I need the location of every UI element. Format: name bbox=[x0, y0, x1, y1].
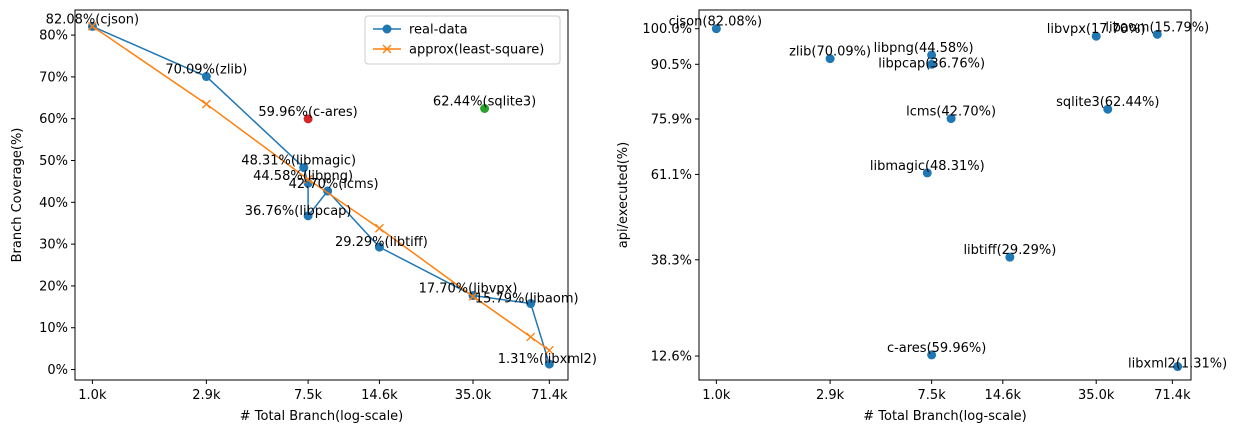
data-label: 82.08%(cjson) bbox=[46, 12, 139, 27]
data-point bbox=[1103, 104, 1113, 114]
chart-branch-coverage: 1.0k 2.9k 7.5k 14.6k 35.0k 71.4k 0% 10% 20% 30% 40… bbox=[10, 9, 597, 424]
x-tick-label: 14.6k bbox=[361, 388, 398, 403]
data-label: 44.58%(libpng) bbox=[253, 169, 353, 184]
y-axis-title: api/executed(%) bbox=[616, 142, 631, 249]
data-label: zlib(70.09%) bbox=[789, 45, 871, 60]
data-label: libtiff(29.29%) bbox=[963, 243, 1056, 258]
y-tick-label: 20% bbox=[39, 279, 68, 294]
data-point bbox=[303, 114, 313, 124]
data-point bbox=[946, 114, 956, 124]
chart-api-executed: 1.0k 2.9k 7.5k 14.6k 35.0k 71.4k 12.6% 38.3% 61.… bbox=[616, 9, 1227, 424]
data-point bbox=[922, 168, 932, 178]
data-point bbox=[1173, 362, 1183, 372]
data-label: libaom(15.79%) bbox=[1105, 20, 1209, 35]
data-label: 36.76%(libpcap) bbox=[245, 204, 352, 219]
y-tick-label: 30% bbox=[39, 238, 68, 253]
data-label: sqlite3(62.44%) bbox=[1056, 95, 1159, 110]
data-point bbox=[201, 72, 211, 82]
y-tick-label: 90.5% bbox=[651, 58, 692, 73]
data-point bbox=[544, 359, 554, 369]
data-point-x-marker bbox=[87, 21, 97, 31]
y-tick-label: 50% bbox=[39, 154, 68, 169]
data-point bbox=[1091, 31, 1101, 41]
y-tick-label: 61.1% bbox=[651, 168, 692, 183]
y-tick-label: 70% bbox=[39, 70, 68, 85]
y-tick-label: 10% bbox=[39, 321, 68, 336]
data-label: lcms(42.70%) bbox=[906, 105, 996, 120]
data-point-x-marker bbox=[526, 332, 536, 342]
data-point bbox=[711, 24, 721, 34]
data-point-x-marker bbox=[303, 174, 313, 184]
y-tick-label: 38.3% bbox=[651, 253, 692, 268]
data-label: libpng(44.58%) bbox=[874, 41, 974, 56]
x-tick-label: 35.0k bbox=[1078, 388, 1115, 403]
x-tick-label: 35.0k bbox=[455, 388, 492, 403]
data-point bbox=[303, 211, 313, 221]
data-point bbox=[927, 50, 937, 60]
data-point-x-marker bbox=[382, 44, 392, 54]
x-axis-title: # Total Branch(log-scale) bbox=[863, 409, 1027, 424]
legend-box bbox=[364, 15, 561, 65]
data-label: cjson(82.08%) bbox=[669, 15, 762, 30]
data-label: 15.79%(libaom) bbox=[475, 292, 579, 307]
data-label: 1.31%(libxml2) bbox=[498, 352, 597, 367]
y-tick-label: 100.0% bbox=[642, 22, 692, 37]
data-point bbox=[382, 24, 392, 34]
x-tick-label: 2.9k bbox=[816, 388, 845, 403]
data-label: c-ares(59.96%) bbox=[887, 341, 986, 356]
data-point-x-marker bbox=[544, 345, 554, 355]
legend-label-approx: approx(least-square) bbox=[409, 43, 544, 58]
data-point-x-marker bbox=[201, 99, 211, 109]
data-point bbox=[374, 242, 384, 252]
x-tick-label: 71.4k bbox=[531, 388, 568, 403]
plot-frame bbox=[698, 9, 1192, 381]
data-point bbox=[927, 350, 937, 360]
data-point bbox=[927, 59, 937, 69]
x-tick-label: 1.0k bbox=[702, 388, 731, 403]
x-tick-label: 7.5k bbox=[918, 388, 947, 403]
data-label: 59.96%(c-ares) bbox=[258, 105, 357, 120]
y-tick-label: 12.6% bbox=[651, 350, 692, 365]
x-axis-title: # Total Branch(log-scale) bbox=[240, 409, 404, 424]
data-point-x-marker bbox=[468, 291, 478, 301]
x-tick-label: 14.6k bbox=[985, 388, 1022, 403]
data-label: 70.09%(zlib) bbox=[165, 63, 247, 78]
x-tick-label: 71.4k bbox=[1154, 388, 1191, 403]
data-point bbox=[1152, 29, 1162, 39]
y-axis-title: Branch Coverage(%) bbox=[10, 128, 25, 263]
data-point bbox=[1005, 252, 1015, 262]
data-point bbox=[825, 54, 835, 64]
y-tick-label: 40% bbox=[39, 196, 68, 211]
y-tick-label: 0% bbox=[47, 363, 68, 378]
data-point bbox=[323, 186, 333, 196]
y-tick-label: 80% bbox=[39, 29, 68, 44]
plot-frame bbox=[74, 9, 569, 381]
legend-label-real-data: real-data bbox=[409, 23, 468, 38]
data-label: 48.31%(libmagic) bbox=[241, 154, 356, 169]
data-label: 62.44%(sqlite3) bbox=[433, 94, 536, 109]
data-point-x-marker bbox=[374, 223, 384, 233]
series-line-real-data bbox=[92, 25, 551, 365]
data-label: libxml2(1.31%) bbox=[1128, 357, 1227, 372]
data-label: libvpx(17.70%) bbox=[1047, 22, 1146, 37]
y-tick-label: 60% bbox=[39, 112, 68, 127]
data-label: 42.70%(lcms) bbox=[289, 177, 379, 192]
data-point bbox=[299, 163, 309, 173]
data-label: 29.29%(libtiff) bbox=[335, 235, 428, 250]
data-point bbox=[526, 299, 536, 309]
data-label: libmagic(48.31%) bbox=[870, 159, 985, 174]
x-tick-label: 1.0k bbox=[78, 388, 107, 403]
data-point bbox=[480, 103, 490, 113]
x-tick-label: 7.5k bbox=[294, 388, 323, 403]
x-tick-label: 2.9k bbox=[192, 388, 221, 403]
legend: real-data approx(least-square) bbox=[364, 15, 561, 65]
data-label: libpcap(36.76%) bbox=[878, 56, 985, 71]
y-tick-label: 75.9% bbox=[651, 112, 692, 127]
data-label: 17.70%(libvpx) bbox=[419, 282, 518, 297]
